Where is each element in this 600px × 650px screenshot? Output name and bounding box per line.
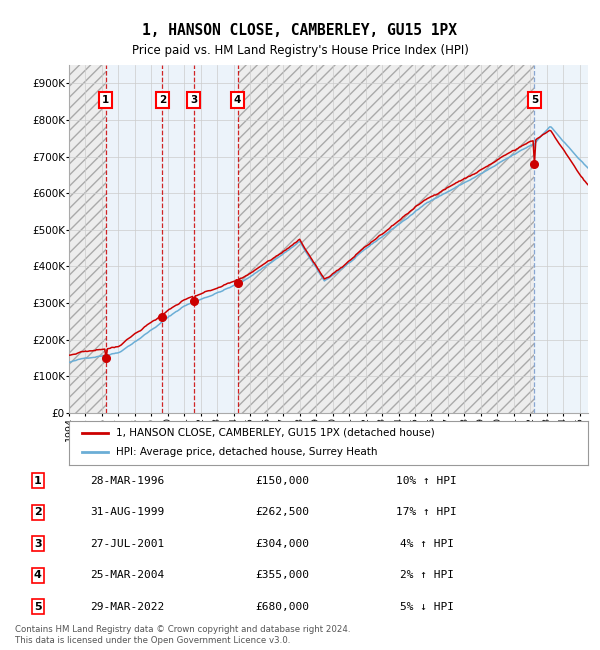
Text: 5% ↓ HPI: 5% ↓ HPI: [400, 602, 454, 612]
Text: 25-MAR-2004: 25-MAR-2004: [90, 570, 164, 580]
Text: 28-MAR-1996: 28-MAR-1996: [90, 476, 164, 486]
Text: Contains HM Land Registry data © Crown copyright and database right 2024.
This d: Contains HM Land Registry data © Crown c…: [15, 625, 350, 645]
Text: 2: 2: [34, 507, 42, 517]
Bar: [162, 65, 194, 413]
Bar: [69, 65, 106, 413]
Text: 4% ↑ HPI: 4% ↑ HPI: [400, 539, 454, 549]
Text: 1, HANSON CLOSE, CAMBERLEY, GU15 1PX (detached house): 1, HANSON CLOSE, CAMBERLEY, GU15 1PX (de…: [116, 428, 434, 438]
Text: 3: 3: [190, 95, 197, 105]
Text: 27-JUL-2001: 27-JUL-2001: [90, 539, 164, 549]
Bar: [535, 65, 588, 413]
Text: £680,000: £680,000: [256, 602, 310, 612]
Text: 4: 4: [234, 95, 241, 105]
Text: Price paid vs. HM Land Registry's House Price Index (HPI): Price paid vs. HM Land Registry's House …: [131, 44, 469, 57]
Text: 5: 5: [34, 602, 42, 612]
Text: £304,000: £304,000: [256, 539, 310, 549]
Text: 3: 3: [34, 539, 42, 549]
Text: 29-MAR-2022: 29-MAR-2022: [90, 602, 164, 612]
Bar: [238, 65, 535, 413]
Bar: [106, 65, 162, 413]
Text: £355,000: £355,000: [256, 570, 310, 580]
Bar: [238, 65, 535, 413]
Text: 17% ↑ HPI: 17% ↑ HPI: [397, 507, 457, 517]
Text: HPI: Average price, detached house, Surrey Heath: HPI: Average price, detached house, Surr…: [116, 447, 377, 458]
Text: 10% ↑ HPI: 10% ↑ HPI: [397, 476, 457, 486]
Text: 4: 4: [34, 570, 42, 580]
Text: £262,500: £262,500: [256, 507, 310, 517]
Text: 1: 1: [34, 476, 42, 486]
Text: 1: 1: [102, 95, 109, 105]
Text: £150,000: £150,000: [256, 476, 310, 486]
Bar: [194, 65, 238, 413]
Text: 1, HANSON CLOSE, CAMBERLEY, GU15 1PX: 1, HANSON CLOSE, CAMBERLEY, GU15 1PX: [143, 23, 458, 38]
Bar: [69, 65, 106, 413]
Text: 2: 2: [158, 95, 166, 105]
Text: 31-AUG-1999: 31-AUG-1999: [90, 507, 164, 517]
Text: 5: 5: [531, 95, 538, 105]
Text: 2% ↑ HPI: 2% ↑ HPI: [400, 570, 454, 580]
